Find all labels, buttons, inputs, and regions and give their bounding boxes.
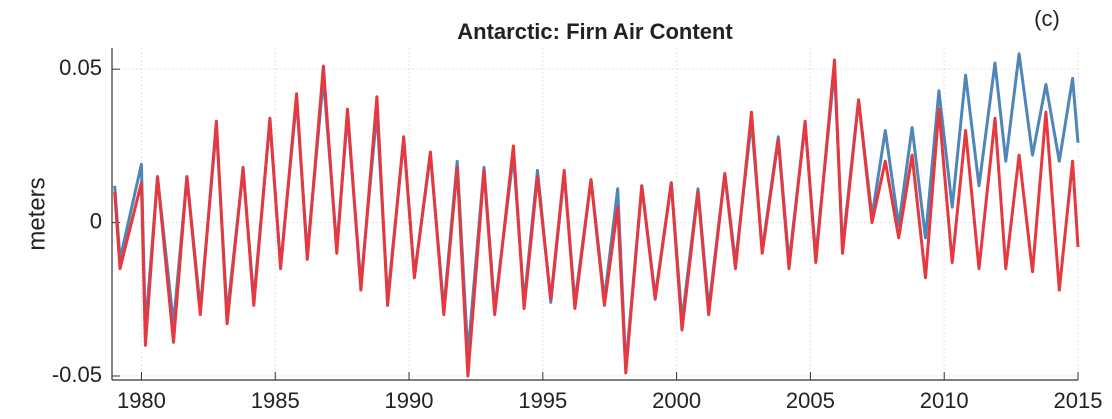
chart-title: Antarctic: Firn Air Content (457, 19, 733, 44)
x-tick-label: 1985 (251, 388, 300, 413)
series-line (113, 52, 1080, 369)
x-tick-label: 2010 (920, 388, 969, 413)
x-tick-label: 2005 (786, 388, 835, 413)
x-tick-label: 1995 (518, 388, 567, 413)
x-tick-label: 2000 (652, 388, 701, 413)
series-line (113, 58, 1080, 378)
y-tick-label: 0 (90, 208, 102, 233)
x-tick-label: 2015 (1054, 388, 1103, 413)
panel-label: (c) (1034, 6, 1060, 31)
y-tick-label: -0.05 (52, 362, 102, 387)
x-tick-label: 1980 (117, 388, 166, 413)
x-tick-label: 1990 (385, 388, 434, 413)
y-tick-label: 0.05 (59, 55, 102, 80)
y-axis-label: meters (23, 177, 50, 250)
